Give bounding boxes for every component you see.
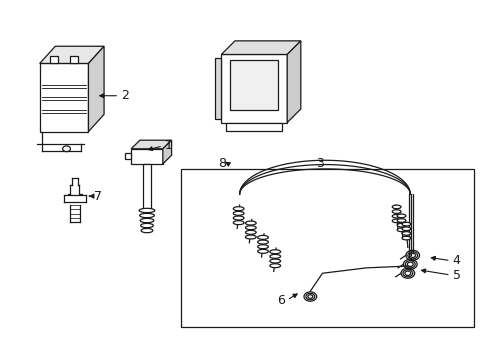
Ellipse shape — [401, 231, 410, 235]
Ellipse shape — [257, 235, 268, 239]
Text: 7: 7 — [94, 190, 102, 203]
Ellipse shape — [396, 224, 405, 227]
Polygon shape — [131, 140, 171, 149]
Polygon shape — [163, 140, 171, 164]
Bar — [40, 63, 88, 132]
Ellipse shape — [139, 208, 155, 213]
Ellipse shape — [401, 236, 410, 240]
Ellipse shape — [257, 240, 268, 244]
Ellipse shape — [245, 226, 256, 230]
Ellipse shape — [233, 207, 244, 211]
Polygon shape — [286, 41, 300, 123]
Bar — [215, 58, 221, 119]
Ellipse shape — [141, 224, 153, 228]
Text: 8: 8 — [218, 157, 226, 170]
Ellipse shape — [269, 264, 280, 268]
Bar — [142, 164, 151, 211]
Bar — [230, 60, 278, 110]
Text: 3: 3 — [316, 157, 324, 170]
Polygon shape — [88, 46, 104, 132]
Ellipse shape — [233, 216, 244, 220]
Bar — [221, 54, 286, 123]
Ellipse shape — [391, 215, 400, 218]
Ellipse shape — [257, 249, 268, 253]
Polygon shape — [221, 41, 300, 54]
Ellipse shape — [391, 219, 400, 223]
Bar — [50, 55, 58, 63]
Text: 5: 5 — [452, 269, 460, 282]
Text: 4: 4 — [452, 254, 460, 267]
Ellipse shape — [396, 228, 405, 231]
Ellipse shape — [391, 205, 400, 209]
Ellipse shape — [245, 230, 256, 234]
Ellipse shape — [396, 219, 405, 222]
Ellipse shape — [269, 259, 280, 263]
Bar — [226, 123, 282, 131]
Bar — [131, 149, 163, 164]
Ellipse shape — [233, 221, 244, 225]
Ellipse shape — [269, 250, 280, 254]
Ellipse shape — [257, 245, 268, 249]
Bar — [181, 169, 473, 327]
Text: 6: 6 — [277, 294, 285, 307]
Ellipse shape — [245, 235, 256, 239]
Ellipse shape — [391, 210, 400, 213]
Ellipse shape — [245, 221, 256, 225]
Text: 2: 2 — [121, 89, 129, 102]
Ellipse shape — [401, 227, 410, 230]
Ellipse shape — [401, 222, 410, 226]
Bar — [125, 153, 131, 159]
Ellipse shape — [141, 228, 153, 233]
Ellipse shape — [233, 211, 244, 215]
Bar — [70, 55, 78, 63]
Text: 1: 1 — [164, 139, 172, 152]
Ellipse shape — [269, 255, 280, 258]
Polygon shape — [40, 46, 104, 63]
Ellipse shape — [140, 219, 154, 223]
Ellipse shape — [140, 213, 154, 218]
Ellipse shape — [396, 214, 405, 218]
